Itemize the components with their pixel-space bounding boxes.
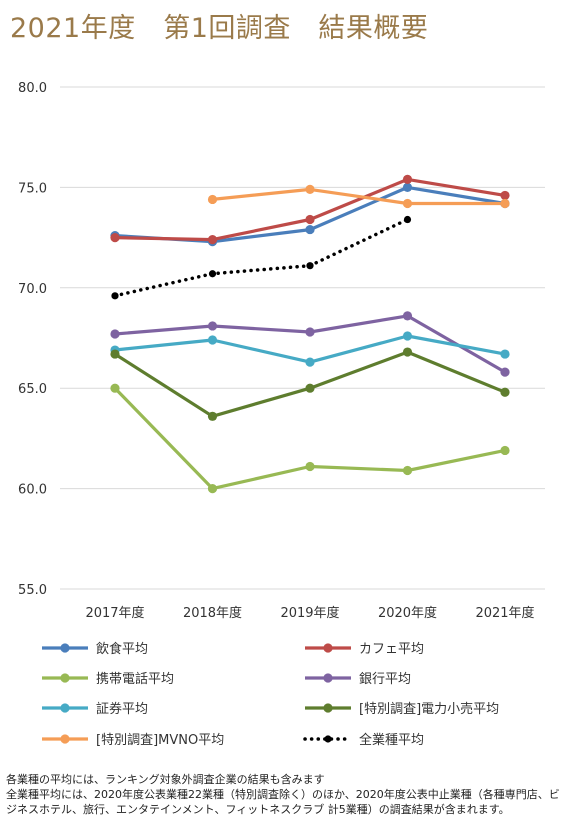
legend-swatch-marker bbox=[60, 643, 70, 653]
y-tick-label: 75.0 bbox=[18, 181, 47, 196]
legend-item: [特別調査]MVNO平均 bbox=[42, 733, 224, 748]
series-point bbox=[207, 484, 218, 494]
legend-label: 全業種平均 bbox=[359, 732, 424, 748]
legend-swatch-marker bbox=[324, 735, 332, 743]
series-point bbox=[305, 383, 315, 393]
series-line bbox=[212, 187, 505, 206]
legend-swatch-marker bbox=[323, 643, 333, 653]
series-point bbox=[305, 184, 315, 195]
series-point bbox=[500, 349, 510, 359]
series-markers bbox=[110, 174, 510, 494]
legend-item: [特別調査]電力小売平均 bbox=[305, 701, 499, 717]
series-line bbox=[113, 387, 506, 491]
x-tick-label: 2017年度 bbox=[85, 605, 144, 621]
series-point bbox=[305, 214, 315, 225]
series-point bbox=[305, 357, 315, 367]
series-point bbox=[207, 321, 218, 331]
legend-label: 飲食平均 bbox=[96, 641, 148, 657]
legend-swatch-marker bbox=[60, 734, 70, 744]
y-tick-label: 70.0 bbox=[18, 282, 47, 297]
series-point bbox=[111, 292, 119, 300]
series-point bbox=[402, 465, 413, 476]
series-point bbox=[500, 190, 510, 201]
x-tick-label: 2021年度 bbox=[475, 605, 534, 621]
series-point bbox=[402, 347, 413, 357]
series-point bbox=[110, 233, 120, 243]
legend-swatch-marker bbox=[323, 673, 333, 683]
legend-label: 証券平均 bbox=[96, 701, 148, 717]
legend-label: カフェ平均 bbox=[359, 642, 424, 657]
line-chart: 55.060.065.070.075.080.0 2017年度 2018年度 201… bbox=[18, 81, 545, 748]
legend-swatch-marker bbox=[60, 703, 70, 713]
y-tick-label: 60.0 bbox=[18, 483, 47, 498]
series-point bbox=[402, 311, 413, 321]
series-point bbox=[305, 327, 315, 337]
y-tick-label: 55.0 bbox=[18, 583, 47, 598]
series-point bbox=[207, 194, 218, 205]
legend-item: 携帯電話平均 bbox=[42, 671, 174, 687]
series-point bbox=[402, 182, 413, 192]
x-axis-tick-labels: 2017年度 2018年度 2019年度 2020年度 2021年度 bbox=[85, 605, 534, 621]
x-tick-label: 2018年度 bbox=[183, 605, 242, 621]
legend-swatch-marker bbox=[323, 703, 333, 713]
series-point bbox=[110, 349, 120, 359]
series-point bbox=[500, 387, 510, 397]
series-point bbox=[403, 215, 412, 224]
legend-item: 証券平均 bbox=[42, 701, 148, 717]
series-point bbox=[207, 235, 218, 245]
series-point bbox=[500, 198, 510, 209]
legend-item: 全業種平均 bbox=[303, 732, 424, 748]
series-point bbox=[110, 329, 120, 339]
series-point bbox=[207, 411, 218, 421]
footnote-2: 全業種平均には、2020年度公表業種22業種（特別調査除く）のほか、2020年度… bbox=[6, 788, 560, 816]
series-line bbox=[113, 217, 410, 298]
y-axis-tick-labels: 55.0 60.0 65.0 70.0 75.0 80.0 bbox=[18, 81, 47, 598]
y-tick-label: 80.0 bbox=[18, 81, 47, 96]
series-point bbox=[110, 383, 120, 393]
footnotes: 各業種の平均には、ランキング対象外調査企業の結果も含みます 全業種平均には、20… bbox=[6, 772, 566, 817]
legend-label: 銀行平均 bbox=[359, 672, 411, 687]
series-point bbox=[305, 224, 315, 235]
footnote-1: 各業種の平均には、ランキング対象外調査企業の結果も含みます bbox=[6, 773, 325, 786]
series-point bbox=[306, 262, 314, 270]
series-point bbox=[500, 367, 510, 377]
legend-label: 携帯電話平均 bbox=[96, 671, 174, 687]
legend-item: 飲食平均 bbox=[42, 641, 148, 657]
series-point bbox=[207, 335, 218, 345]
x-tick-label: 2020年度 bbox=[378, 605, 437, 621]
legend-item: カフェ平均 bbox=[305, 642, 424, 657]
x-tick-label: 2019年度 bbox=[280, 605, 339, 621]
series-point bbox=[305, 461, 315, 472]
legend-swatch-marker bbox=[60, 673, 70, 683]
legend-label: [特別調査]MVNO平均 bbox=[96, 733, 224, 748]
series-point bbox=[402, 174, 413, 184]
y-tick-label: 65.0 bbox=[18, 382, 47, 397]
series-point bbox=[402, 198, 413, 209]
gridlines bbox=[60, 86, 545, 590]
legend-label: [特別調査]電力小売平均 bbox=[359, 701, 499, 717]
legend-item: 銀行平均 bbox=[305, 672, 411, 687]
series-point bbox=[402, 331, 413, 341]
series-point bbox=[208, 270, 217, 278]
series-point bbox=[500, 445, 510, 456]
chart-title: 2021年度 第1回調査 結果概要 bbox=[10, 13, 429, 44]
